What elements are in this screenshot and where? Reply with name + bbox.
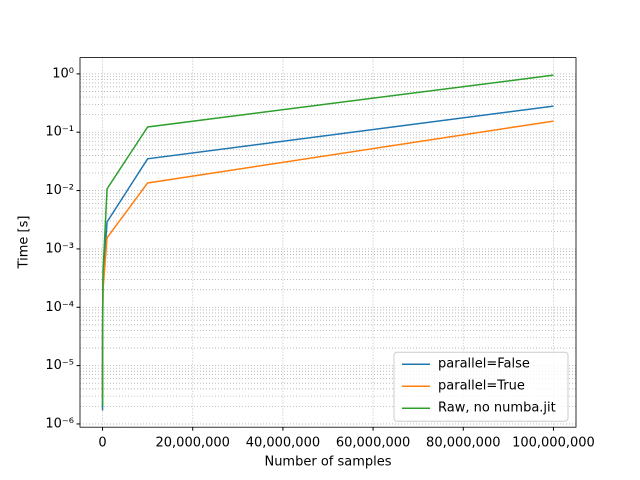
- legend: parallel=False parallel=True Raw, no numba…: [393, 351, 569, 422]
- y-tick-label: 10⁻⁵: [45, 358, 74, 373]
- x-tick-label: 60,000,000: [336, 436, 410, 451]
- y-tick-label: 10⁻³: [45, 241, 74, 256]
- legend-box: [393, 351, 569, 422]
- plot-frame: [79, 57, 577, 428]
- x-tick-label: 80,000,000: [426, 436, 500, 451]
- series-line: [101, 74, 554, 407]
- legend-label: Raw, no numba.jit: [438, 401, 556, 416]
- x-tick-label: 0: [98, 436, 106, 451]
- y-axis-label: Time [s]: [17, 216, 32, 270]
- legend-label: parallel=False: [438, 357, 530, 372]
- x-axis-label: Number of samples: [264, 455, 391, 470]
- x-tick-label: 100,000,000: [512, 436, 595, 451]
- x-tick-label: 20,000,000: [156, 436, 230, 451]
- y-tick-label: 10⁰: [52, 66, 74, 81]
- y-tick-label: 10⁻⁴: [45, 300, 74, 315]
- legend-label: parallel=True: [438, 379, 525, 394]
- y-tick-label: 10⁻²: [45, 183, 74, 198]
- y-tick-label: 10⁻¹: [45, 125, 74, 140]
- y-tick-label: 10⁻⁶: [45, 416, 74, 431]
- x-tick-label: 40,000,000: [246, 436, 320, 451]
